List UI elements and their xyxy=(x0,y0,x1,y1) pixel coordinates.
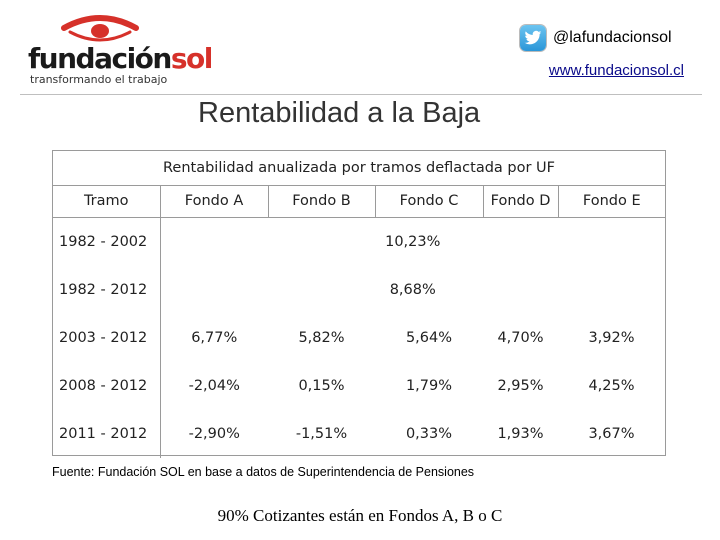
twitter-link[interactable]: @lafundacionsol xyxy=(520,24,672,52)
table-header-row: Tramo Fondo A Fondo B Fondo C Fondo D Fo… xyxy=(53,185,665,218)
merged-value: 10,23% xyxy=(385,234,441,250)
header-tramo: Tramo xyxy=(53,185,161,218)
merged-value: 8,68% xyxy=(389,282,436,298)
table-row: 1982 - 2012 8,68% xyxy=(53,266,665,314)
cell-fondo-b: 0,15% xyxy=(298,378,345,394)
table-row: 2003 - 2012 6,77% 5,82% 5,64% 4,70% 3,92… xyxy=(53,314,665,362)
cell-fondo-e: 3,67% xyxy=(588,426,635,442)
returns-data-table: Tramo Fondo A Fondo B Fondo C Fondo D Fo… xyxy=(53,185,665,458)
logo-word-accent: sol xyxy=(170,42,214,75)
header-fondo-a: Fondo A xyxy=(160,185,269,218)
table-row: 2008 - 2012 -2,04% 0,15% 1,79% 2,95% 4,2… xyxy=(53,362,665,410)
slide-title: Rentabilidad a la Baja xyxy=(198,97,481,129)
website-link[interactable]: www.fundacionsol.cl xyxy=(548,62,684,79)
table-row: 1982 - 2002 10,23% xyxy=(53,217,665,266)
source-note: Fuente: Fundación SOL en base a datos de… xyxy=(52,465,475,479)
twitter-icon xyxy=(520,25,546,51)
cell-fondo-b: 5,82% xyxy=(298,330,345,346)
header-divider xyxy=(20,94,702,95)
cell-fondo-c: 0,33% xyxy=(405,426,453,442)
cell-fondo-a: 6,77% xyxy=(191,330,238,346)
cell-fondo-b: -1,51% xyxy=(295,426,348,442)
logo-tagline: transformando el trabajo xyxy=(30,73,168,86)
cell-fondo-a: -2,04% xyxy=(188,378,240,394)
row-tramo: 2003 - 2012 xyxy=(53,314,161,362)
header-fondo-c: Fondo C xyxy=(375,185,484,218)
row-tramo: 2008 - 2012 xyxy=(53,362,161,410)
logo-word-main: fundación xyxy=(28,42,172,75)
table-row: 2011 - 2012 -2,90% -1,51% 0,33% 1,93% 3,… xyxy=(53,410,665,458)
cell-fondo-c: 5,64% xyxy=(405,330,453,346)
table-caption: Rentabilidad anualizada por tramos defla… xyxy=(53,151,665,186)
twitter-handle: @lafundacionsol xyxy=(553,29,672,46)
cell-fondo-e: 4,25% xyxy=(588,378,635,394)
row-tramo: 1982 - 2012 xyxy=(53,266,161,314)
logo-eye-icon xyxy=(61,15,139,42)
header-fondo-d: Fondo D xyxy=(483,185,559,218)
fundacion-sol-logo: fundaciónsol transformando el trabajo xyxy=(28,12,228,92)
cell-fondo-d: 2,95% xyxy=(497,378,544,394)
cell-fondo-d: 4,70% xyxy=(497,330,544,346)
row-tramo: 1982 - 2002 xyxy=(53,217,161,266)
returns-table: Rentabilidad anualizada por tramos defla… xyxy=(52,150,666,458)
cell-fondo-d: 1,93% xyxy=(497,426,544,442)
cell-fondo-c: 1,79% xyxy=(405,378,453,394)
row-tramo: 2011 - 2012 xyxy=(53,410,161,458)
footnote: 90% Cotizantes están en Fondos A, B o C xyxy=(217,506,503,525)
header-fondo-b: Fondo B xyxy=(268,185,376,218)
cell-fondo-a: -2,90% xyxy=(188,426,240,442)
cell-fondo-e: 3,92% xyxy=(588,330,635,346)
logo-wordmark: fundaciónsol xyxy=(28,42,214,75)
header-fondo-e: Fondo E xyxy=(558,185,665,218)
